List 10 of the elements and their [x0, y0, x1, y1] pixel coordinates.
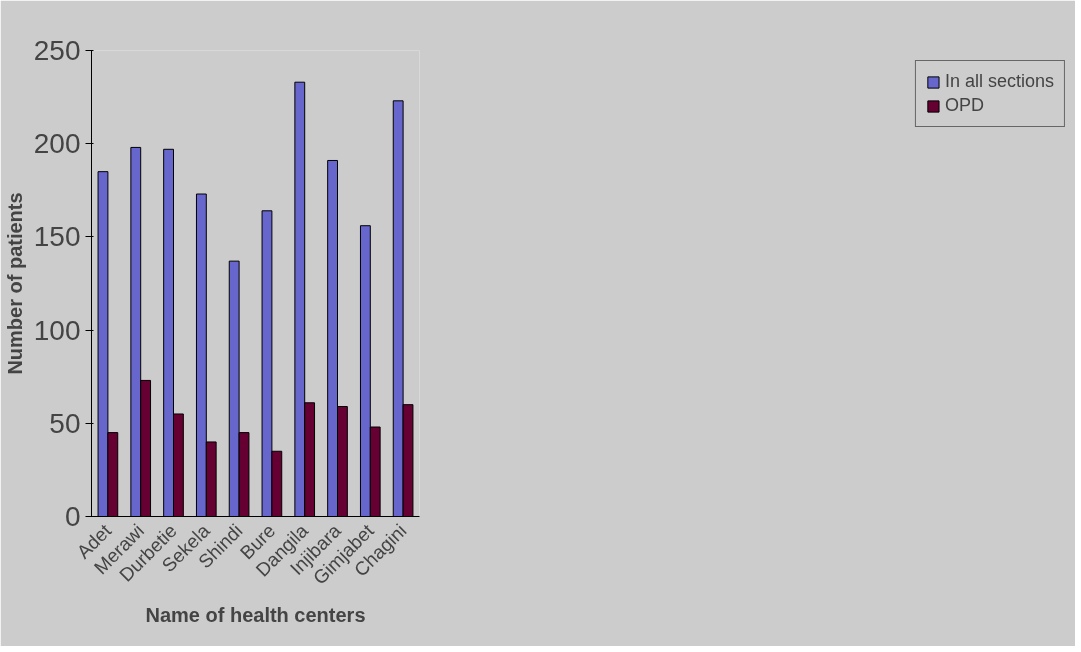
y-axis-title: Number of patients: [3, 192, 26, 375]
x-axis-title: Name of health centers: [145, 604, 366, 627]
y-tick-label: 150: [33, 221, 81, 253]
y-tick-label: 100: [33, 314, 81, 346]
y-tick-label: 0: [64, 501, 81, 532]
legend-label: In all sections: [944, 71, 1054, 92]
y-tick-label: 250: [33, 35, 81, 66]
legend-label: OPD: [944, 95, 984, 116]
y-tick-label: 50: [49, 407, 81, 439]
y-tick-label: 200: [33, 128, 81, 160]
